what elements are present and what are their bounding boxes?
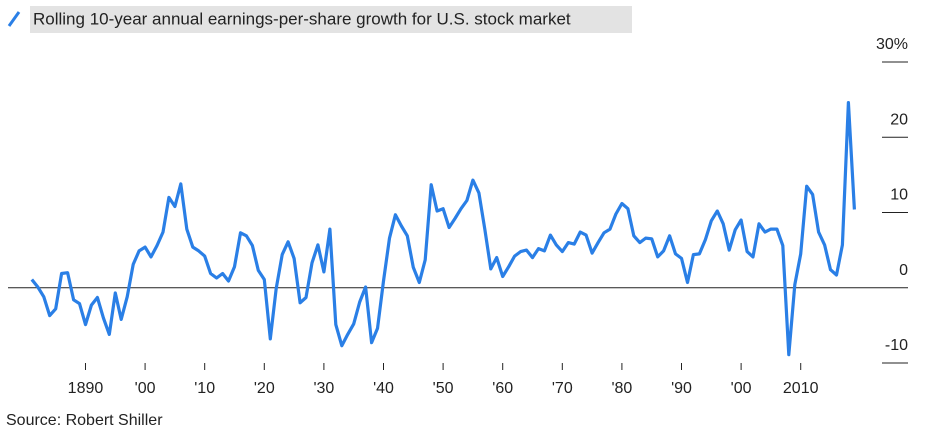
x-tick-label: '40	[373, 380, 394, 397]
legend-background	[30, 6, 632, 33]
legend-label: Rolling 10-year annual earnings-per-shar…	[33, 9, 571, 28]
x-tick-label: '10	[194, 380, 215, 397]
x-tick-label: 2010	[783, 380, 819, 397]
y-tick-label: 30%	[876, 36, 908, 53]
x-tick-label: '20	[254, 380, 275, 397]
legend-swatch	[7, 11, 21, 27]
x-tick-label: '90	[671, 380, 692, 397]
y-tick-label: 20	[890, 111, 908, 128]
x-tick-label: '30	[313, 380, 334, 397]
data-line	[30, 101, 856, 357]
y-tick-label: 10	[890, 187, 908, 204]
x-tick-label: '60	[492, 380, 513, 397]
x-tick-label: '00	[135, 380, 156, 397]
x-tick-label: 1890	[68, 380, 104, 397]
y-tick-label: -10	[885, 337, 908, 354]
source: Source: Robert Shiller	[6, 412, 163, 429]
x-tick-label: '00	[731, 380, 752, 397]
x-tick-label: '80	[611, 380, 632, 397]
y-tick-label: 0	[899, 262, 908, 279]
x-tick-label: '70	[552, 380, 573, 397]
x-tick-label: '50	[433, 380, 454, 397]
